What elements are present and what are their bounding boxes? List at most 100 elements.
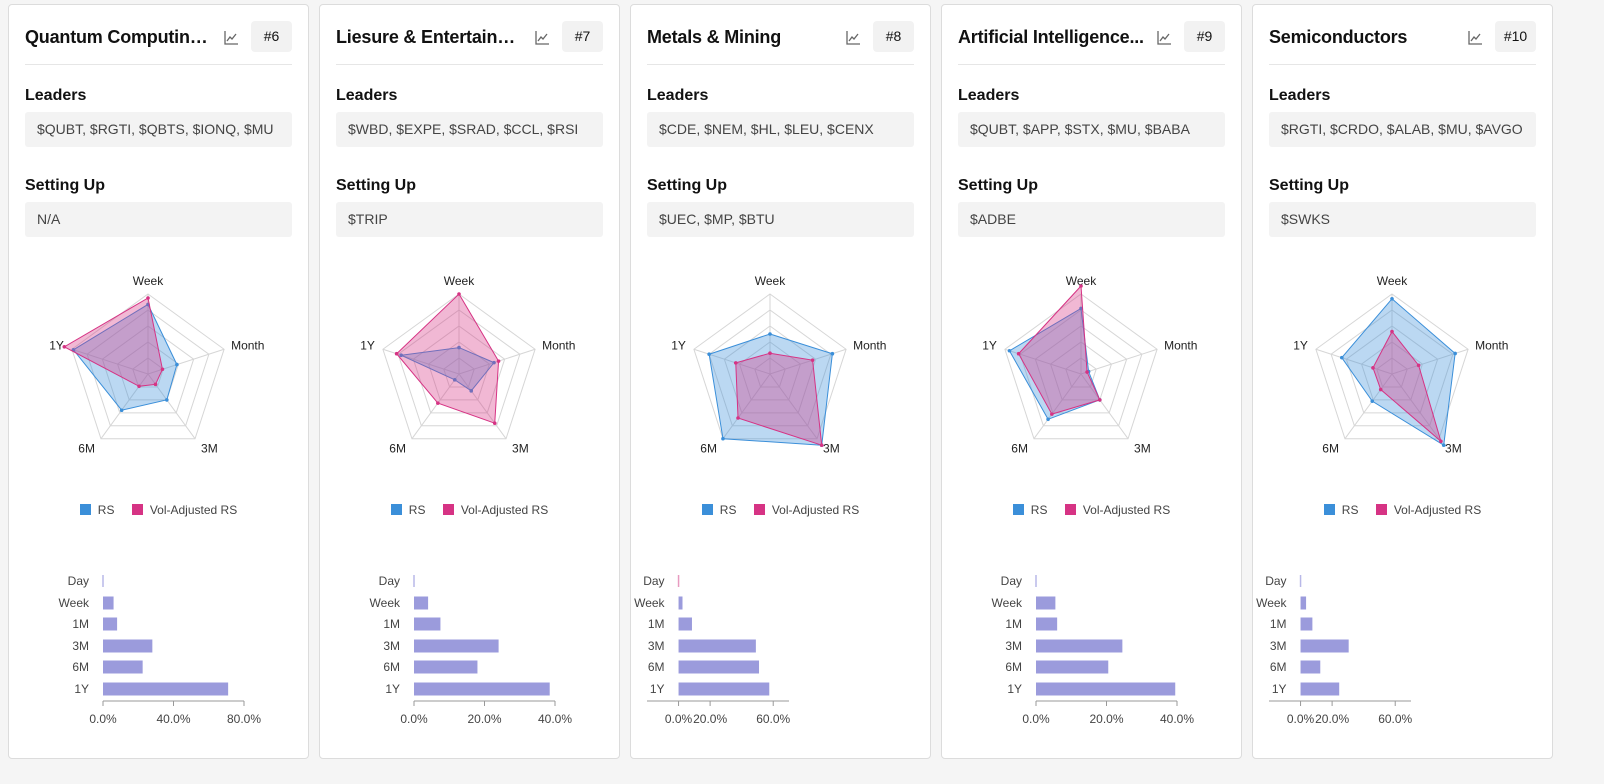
bar-category-label: 1M xyxy=(383,617,400,631)
radar-point-vol-rs xyxy=(436,401,440,405)
card-header: Quantum Computing ... #6 xyxy=(25,21,292,65)
chart-legend: RS Vol-Adjusted RS xyxy=(9,503,308,519)
radar-point-vol-rs xyxy=(1378,387,1383,392)
radar-point-vol-rs xyxy=(492,421,497,425)
line-chart-icon[interactable] xyxy=(534,30,550,46)
card-title: Liesure & Entertainm... xyxy=(336,27,526,47)
radar-series-rs xyxy=(72,303,178,411)
bar-category-label: Week xyxy=(992,596,1023,610)
bar-category-label: 1Y xyxy=(385,682,400,696)
legend-swatch-vol-rs xyxy=(753,504,765,515)
radar-chart: Week Month 3M 6M 1Y xyxy=(671,274,886,456)
radar-point-vol-rs xyxy=(810,358,815,362)
legend-item-vol-rs[interactable]: Vol-Adjusted RS xyxy=(1375,503,1482,517)
chart-legend: RS Vol-Adjusted RS xyxy=(631,503,930,519)
setting-up-label: Setting Up xyxy=(25,177,105,194)
legend-swatch-rs xyxy=(1323,504,1335,515)
bar-x-tick-label: 80.0% xyxy=(227,712,261,726)
radar-point-vol-rs xyxy=(1085,370,1089,374)
bar-category-label: Week xyxy=(59,596,90,610)
bar xyxy=(1300,639,1349,653)
radar-chart: Week Month 3M 6M 1Y xyxy=(982,274,1197,456)
bar xyxy=(1300,682,1340,696)
legend-item-rs[interactable]: RS xyxy=(79,503,114,517)
line-chart-icon[interactable] xyxy=(223,30,239,46)
bar xyxy=(1036,596,1056,610)
radar-axis-label: Month xyxy=(853,338,886,352)
radar-point-vol-rs xyxy=(819,443,824,447)
rank-badge: #7 xyxy=(562,21,603,52)
radar-axis-label: 3M xyxy=(823,442,840,456)
line-chart-icon[interactable] xyxy=(845,30,861,46)
radar-point-vol-rs xyxy=(1390,329,1394,334)
radar-point-vol-rs xyxy=(1439,439,1443,444)
legend-item-vol-rs[interactable]: Vol-Adjusted RS xyxy=(1064,503,1170,517)
radar-grid-ring xyxy=(71,293,225,440)
legend-label-rs: RS xyxy=(408,503,426,517)
bar xyxy=(1036,617,1058,631)
radar-point-rs xyxy=(1441,443,1446,447)
radar-axis-label: Week xyxy=(1066,274,1097,288)
bar-category-label: 6M xyxy=(1005,660,1022,674)
radar-grid-ring xyxy=(1049,341,1113,401)
bar xyxy=(678,596,683,610)
leaders-field: $CDE, $NEM, $HL, $LEU, $CENX xyxy=(647,112,914,147)
bar xyxy=(414,617,441,631)
radar-point-vol-rs xyxy=(1050,412,1054,416)
radar-grid-ring xyxy=(101,325,195,414)
legend-item-rs[interactable]: RS xyxy=(390,503,426,517)
bar xyxy=(414,682,550,696)
radar-axis-line xyxy=(71,348,149,375)
legend-item-rs[interactable]: RS xyxy=(1012,503,1047,517)
radar-point-rs xyxy=(1453,351,1457,356)
bar-category-label: 6M xyxy=(383,660,400,674)
radar-axis-label: 1Y xyxy=(360,338,375,352)
radar-axis-line xyxy=(147,348,225,375)
legend-item-vol-rs[interactable]: Vol-Adjusted RS xyxy=(442,503,548,517)
legend-item-rs[interactable]: RS xyxy=(1323,503,1358,517)
legend-swatch-vol-rs xyxy=(1375,504,1387,515)
chart-legend: RS Vol-Adjusted RS xyxy=(942,503,1241,519)
bar xyxy=(1300,617,1313,631)
radar-axis-label: 1Y xyxy=(1293,338,1308,352)
bar-x-tick-label: 0.0% xyxy=(89,712,117,726)
bar-category-label: Day xyxy=(1001,574,1022,588)
radar-point-vol-rs xyxy=(496,359,501,363)
radar-point-rs xyxy=(1370,399,1375,403)
radar-series-vol-rs xyxy=(395,293,500,424)
radar-axis-label: 6M xyxy=(1011,442,1028,456)
rank-badge: #10 xyxy=(1495,21,1536,52)
radar-point-vol-rs xyxy=(394,351,399,356)
legend-item-rs[interactable]: RS xyxy=(701,503,736,517)
bar-x-tick-label: 0.0% xyxy=(400,712,428,726)
industry-card: Liesure & Entertainm... #7 Leaders $WBD,… xyxy=(319,4,620,759)
radar-point-rs xyxy=(707,352,711,357)
radar-grid-ring xyxy=(693,293,847,440)
legend-item-vol-rs[interactable]: Vol-Adjusted RS xyxy=(131,503,237,517)
bar xyxy=(678,617,692,631)
radar-axis-label: Month xyxy=(1475,338,1508,352)
bar-x-tick-label: 60.0% xyxy=(1378,712,1412,726)
legend-swatch-rs xyxy=(701,504,713,515)
line-chart-icon[interactable] xyxy=(1467,30,1483,46)
bar-category-label: 3M xyxy=(1270,639,1287,653)
radar-axis-label: 6M xyxy=(78,442,95,456)
radar-grid-ring xyxy=(86,309,210,427)
bar-chart: 0.0% 40.0% 80.0% Day Week 1M 3M 6M 1Y xyxy=(59,574,262,726)
bar-category-label: 1Y xyxy=(1007,682,1022,696)
leaders-field: $RGTI, $CRDO, $ALAB, $MU, $AVGO xyxy=(1269,112,1536,147)
radar-point-vol-rs xyxy=(1371,366,1375,370)
radar-axis-line xyxy=(1391,373,1440,440)
radar-axis-label: 6M xyxy=(389,442,406,456)
setting-up-field: $ADBE xyxy=(958,202,1225,237)
bar-x-tick-label: 20.0% xyxy=(1315,712,1349,726)
bar xyxy=(678,682,770,696)
legend-item-vol-rs[interactable]: Vol-Adjusted RS xyxy=(753,503,859,517)
radar-axis-line xyxy=(1080,348,1158,375)
legend-label-vol-rs: Vol-Adjusted RS xyxy=(1393,503,1482,517)
setting-up-field: N/A xyxy=(25,202,292,237)
radar-grid-ring xyxy=(1376,357,1408,388)
line-chart-icon[interactable] xyxy=(1156,30,1172,46)
radar-grid-ring xyxy=(412,325,506,414)
